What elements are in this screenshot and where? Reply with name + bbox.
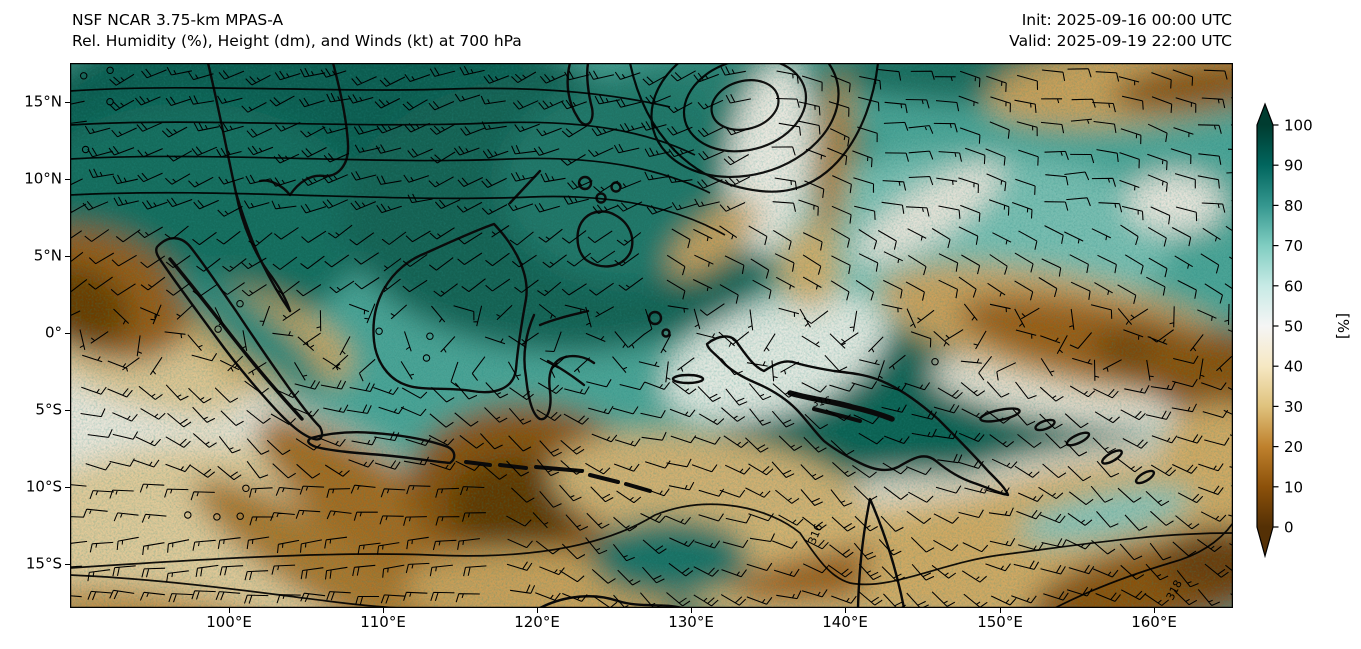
colorbar-tick-label: 100 <box>1284 117 1313 135</box>
colorbar-tick-label: 70 <box>1284 237 1303 255</box>
calm-wind-circle <box>236 512 244 520</box>
colorbar-tick-label: 80 <box>1284 197 1303 215</box>
colorbar-tick-label: 10 <box>1284 478 1303 496</box>
y-tick-label: 15°N <box>24 92 62 111</box>
y-tick-label: 10°N <box>24 169 62 188</box>
valid-time: Valid: 2025-09-19 22:00 UTC <box>1009 32 1232 50</box>
colorbar: 0 10 20 30 40 50 60 70 80 90 100 [%] <box>1256 102 1352 559</box>
calm-wind-circle <box>106 66 114 75</box>
contour-label-316-ridge: 316 <box>811 395 832 410</box>
y-tick-label: 10°S <box>25 477 62 496</box>
x-tick-label: 130°E <box>668 613 714 631</box>
colorbar-tick-label: 90 <box>1284 157 1303 175</box>
run-times: Init: 2025-09-16 00:00 UTC Valid: 2025-09… <box>1009 10 1232 52</box>
y-tick-label: 0° <box>44 323 62 342</box>
calm-wind-circle <box>214 325 222 333</box>
x-tick-label: 110°E <box>360 613 406 631</box>
colorbar-tick-labels: 0 10 20 30 40 50 60 70 80 90 100 <box>1284 117 1313 537</box>
colorbar-tick-label: 50 <box>1284 318 1303 336</box>
y-tick-label: 5°N <box>33 246 62 265</box>
calm-wind-circle <box>931 357 939 366</box>
calm-wind-circle <box>236 299 244 308</box>
wind-barbs <box>70 66 1233 608</box>
colorbar-tick-label: 30 <box>1284 398 1303 416</box>
colorbar-arrow-high <box>1257 104 1273 125</box>
calm-wind-circle <box>422 354 431 362</box>
colorbar-tick-label: 60 <box>1284 277 1303 295</box>
field-title: Rel. Humidity (%), Height (dm), and Wind… <box>72 32 522 50</box>
calm-wind-circle <box>375 327 383 335</box>
calm-wind-circle <box>213 513 221 521</box>
x-tick-label: 120°E <box>514 613 560 631</box>
colorbar-units-label: [%] <box>1334 313 1352 339</box>
y-tick-label: 5°S <box>35 400 62 419</box>
calm-wind-circle <box>184 511 192 519</box>
colorbar-tick-label: 20 <box>1284 438 1303 456</box>
x-tick-label: 150°E <box>977 613 1023 631</box>
model-title: NSF NCAR 3.75-km MPAS-A <box>72 11 284 29</box>
colorbar-tick-label: 40 <box>1284 358 1303 376</box>
x-tick-label: 100°E <box>206 613 252 631</box>
colorbar-arrow-low <box>1257 527 1273 556</box>
plot-frame <box>70 63 1233 608</box>
calm-wind-circle <box>426 332 434 340</box>
height-contours-layer <box>70 63 1233 608</box>
figure-title: NSF NCAR 3.75-km MPAS-A Rel. Humidity (%)… <box>72 10 522 52</box>
map-plot: 316 316 318 <box>70 63 1233 608</box>
colorbar-tick-marks <box>1273 124 1279 528</box>
calm-wind-circle <box>242 484 250 493</box>
coastlines-layer <box>155 63 1156 608</box>
wind-barbs-layer <box>70 66 1233 608</box>
x-tick-label: 140°E <box>822 613 868 631</box>
x-tick-label: 160°E <box>1131 613 1177 631</box>
colorbar-gradient <box>1257 125 1273 527</box>
y-tick-label: 15°S <box>25 554 62 573</box>
colorbar-tick-label: 0 <box>1284 519 1294 537</box>
calm-wind-circle <box>81 145 90 154</box>
init-time: Init: 2025-09-16 00:00 UTC <box>1021 11 1232 29</box>
calm-wind-circle <box>79 72 88 80</box>
